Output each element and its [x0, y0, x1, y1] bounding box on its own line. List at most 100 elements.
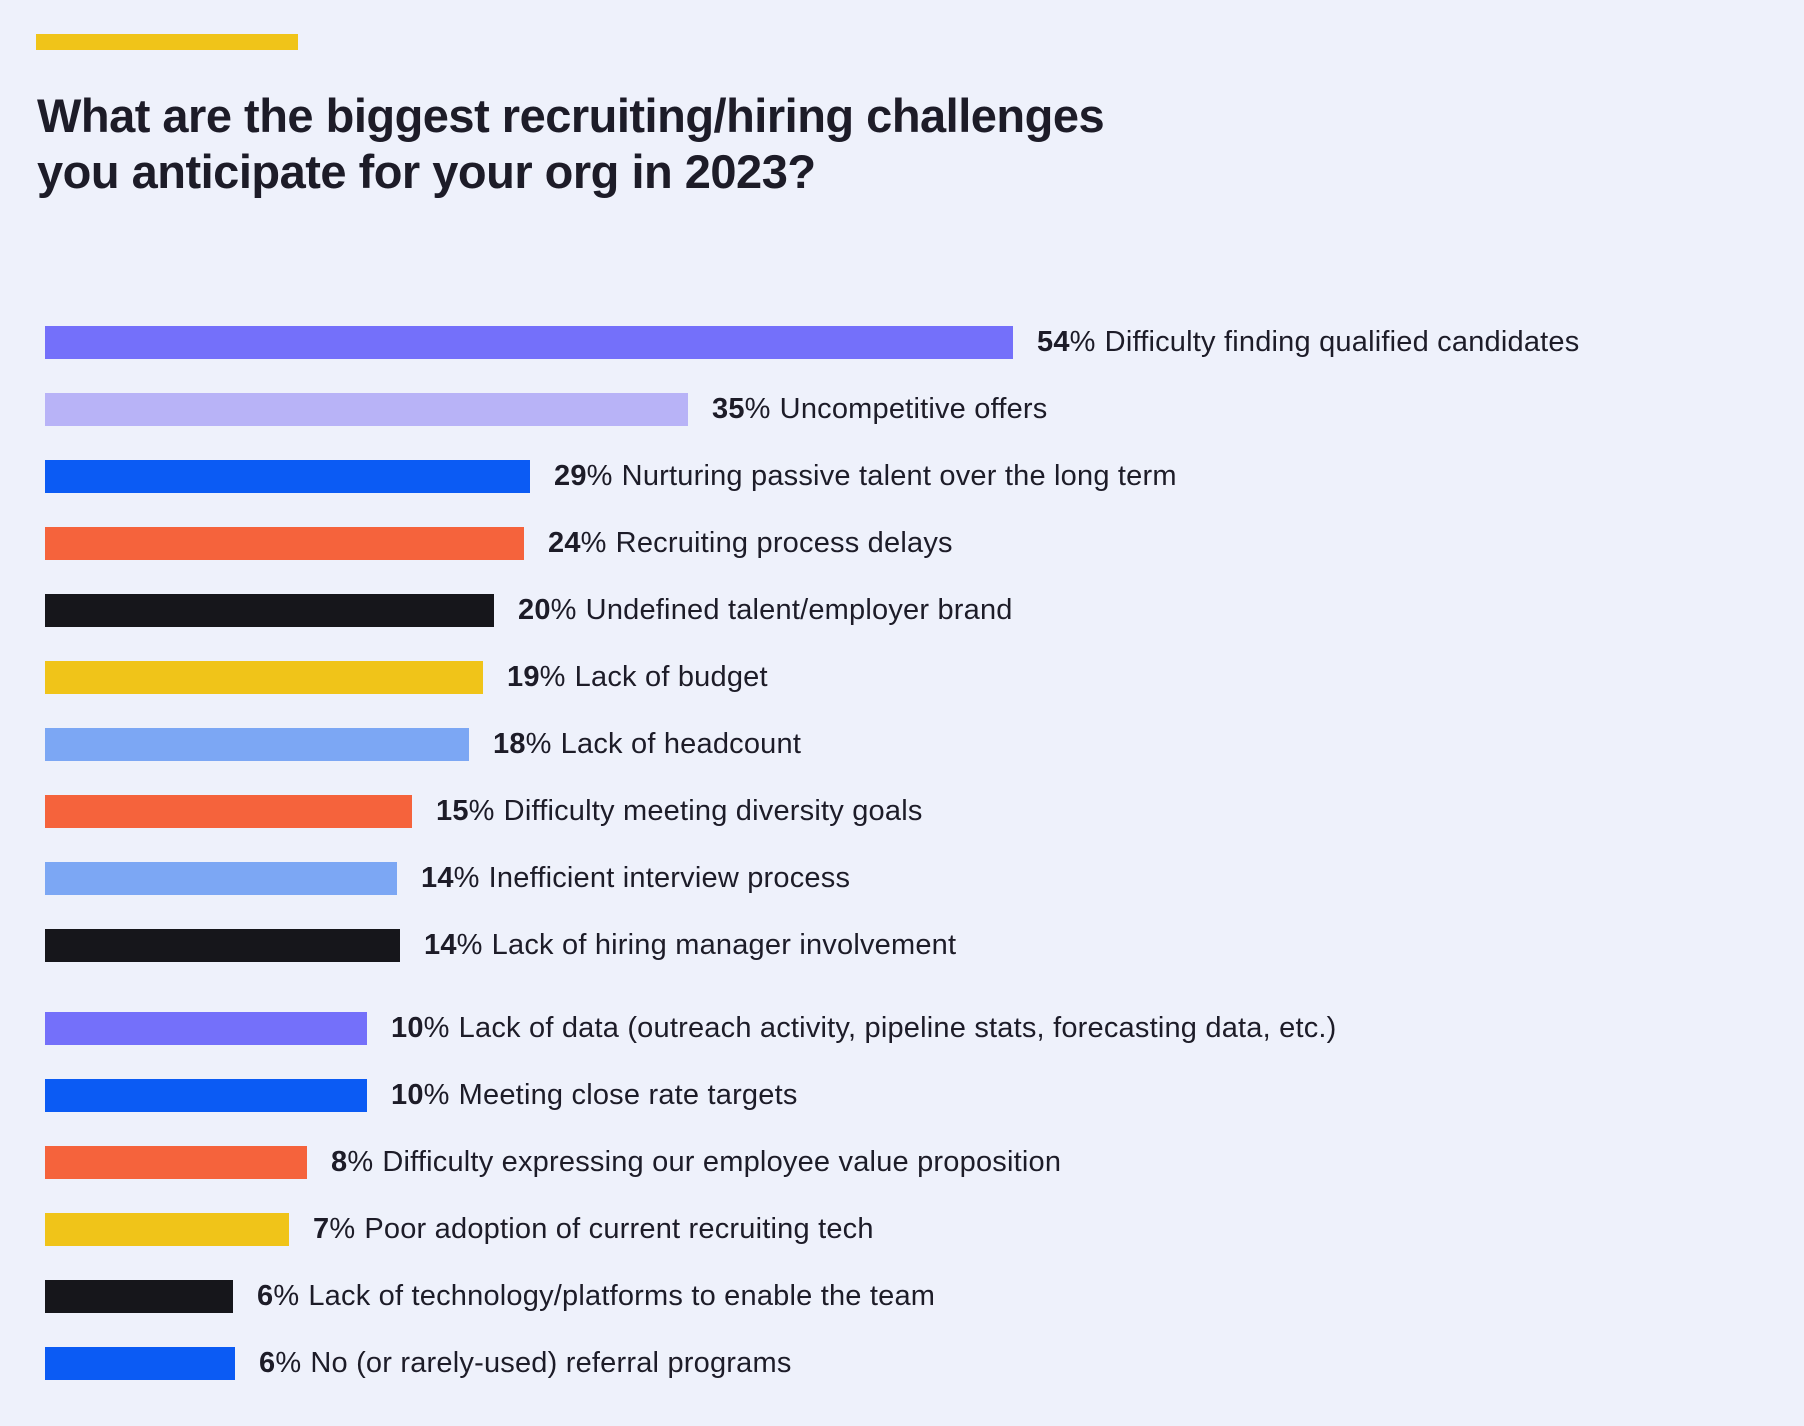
bar-value-suffix: % [1069, 326, 1096, 358]
bar-row: 14% Inefficient interview process [45, 862, 1804, 895]
bar-row: 24% Recruiting process delays [45, 527, 1804, 560]
bar-row: 19% Lack of budget [45, 661, 1804, 694]
bar [45, 1280, 233, 1313]
bar [45, 795, 412, 828]
bar-text: Inefficient interview process [488, 862, 851, 894]
bar-value: 20 [518, 594, 551, 626]
bar-value: 7 [313, 1213, 330, 1245]
bar-value-suffix: % [539, 661, 566, 693]
bar-text: Nurturing passive talent over the long t… [621, 460, 1177, 492]
bar-label: 19% Lack of budget [507, 661, 768, 694]
bar-row: 14% Lack of hiring manager involvement [45, 929, 1804, 962]
bar-value: 19 [507, 661, 540, 693]
bar-row: 6% No (or rarely-used) referral programs [45, 1347, 1804, 1380]
bar-value-suffix: % [550, 594, 577, 626]
bar-text: Undefined talent/employer brand [585, 594, 1013, 626]
bar-value-suffix: % [347, 1146, 374, 1178]
bar [45, 460, 530, 493]
bar-value: 10 [391, 1079, 424, 1111]
bar-value: 29 [554, 460, 587, 492]
bar-text: Difficulty meeting diversity goals [503, 795, 923, 827]
bar [45, 393, 688, 426]
bar-value-suffix: % [423, 1012, 450, 1044]
bar-text: Uncompetitive offers [779, 393, 1048, 425]
bar-row: 15% Difficulty meeting diversity goals [45, 795, 1804, 828]
bar-text: Lack of budget [574, 661, 768, 693]
bar-value-suffix: % [744, 393, 771, 425]
bar-label: 6% No (or rarely-used) referral programs [259, 1347, 792, 1380]
bar-value: 10 [391, 1012, 424, 1044]
bar [45, 929, 400, 962]
bar-value-suffix: % [275, 1347, 302, 1379]
chart-title-line2: you anticipate for your org in 2023? [37, 145, 816, 198]
bar-label: 20% Undefined talent/employer brand [518, 594, 1013, 627]
bar-text: No (or rarely-used) referral programs [310, 1347, 792, 1379]
bar-value-suffix: % [580, 527, 607, 559]
bar-label: 14% Inefficient interview process [421, 862, 850, 895]
bar-label: 6% Lack of technology/platforms to enable… [257, 1280, 935, 1313]
bar-text: Lack of technology/platforms to enable t… [308, 1280, 936, 1312]
bar-text: Meeting close rate targets [458, 1079, 798, 1111]
bar [45, 1146, 307, 1179]
bar-text: Lack of hiring manager involvement [491, 929, 957, 961]
bar-row: 18% Lack of headcount [45, 728, 1804, 761]
bar-value: 14 [424, 929, 457, 961]
bar [45, 661, 483, 694]
bar-value: 24 [548, 527, 581, 559]
bar-label: 10% Lack of data (outreach activity, pipe… [391, 1012, 1337, 1045]
bar [45, 862, 397, 895]
bar-row: 10% Lack of data (outreach activity, pipe… [45, 1012, 1804, 1045]
bar-row: 29% Nurturing passive talent over the lon… [45, 460, 1804, 493]
bar-label: 18% Lack of headcount [493, 728, 801, 761]
bar-value: 6 [259, 1347, 276, 1379]
bar-text: Poor adoption of current recruiting tech [364, 1213, 874, 1245]
bar [45, 594, 494, 627]
chart-title-line1: What are the biggest recruiting/hiring c… [37, 89, 1105, 142]
bar-label: 14% Lack of hiring manager involvement [424, 929, 956, 962]
bar-row: 20% Undefined talent/employer brand [45, 594, 1804, 627]
bar-value-suffix: % [456, 929, 483, 961]
bar-row: 10% Meeting close rate targets [45, 1079, 1804, 1112]
bar-label: 15% Difficulty meeting diversity goals [436, 795, 923, 828]
bar-label: 10% Meeting close rate targets [391, 1079, 798, 1112]
chart-title: What are the biggest recruiting/hiring c… [37, 88, 1105, 200]
bar-row: 6% Lack of technology/platforms to enable… [45, 1280, 1804, 1313]
bar-row: 54% Difficulty finding qualified candidat… [45, 326, 1804, 359]
bar-row: 7% Poor adoption of current recruiting te… [45, 1213, 1804, 1246]
bar-label: 7% Poor adoption of current recruiting te… [313, 1213, 874, 1246]
bar [45, 1213, 289, 1246]
bar-value: 18 [493, 728, 526, 760]
bar-text: Recruiting process delays [615, 527, 953, 559]
bar-label: 54% Difficulty finding qualified candidat… [1037, 326, 1579, 359]
bar [45, 1012, 367, 1045]
bar-value: 54 [1037, 326, 1070, 358]
bar-row: 8% Difficulty expressing our employee val… [45, 1146, 1804, 1179]
accent-bar [36, 34, 298, 50]
bar [45, 1079, 367, 1112]
bar-value-suffix: % [453, 862, 480, 894]
bar-label: 24% Recruiting process delays [548, 527, 953, 560]
bar-value-suffix: % [329, 1213, 356, 1245]
bar-value: 6 [257, 1280, 274, 1312]
bar-chart: 54% Difficulty finding qualified candidat… [45, 326, 1804, 1414]
bar-label: 35% Uncompetitive offers [712, 393, 1047, 426]
bar-value-suffix: % [423, 1079, 450, 1111]
bar-label: 8% Difficulty expressing our employee val… [331, 1146, 1061, 1179]
bar [45, 326, 1013, 359]
bar-value: 35 [712, 393, 745, 425]
bar-text: Lack of headcount [560, 728, 802, 760]
bar-row: 35% Uncompetitive offers [45, 393, 1804, 426]
bar-text: Difficulty expressing our employee value… [382, 1146, 1062, 1178]
bar [45, 728, 469, 761]
bar-text: Difficulty finding qualified candidates [1104, 326, 1580, 358]
bar-value-suffix: % [586, 460, 613, 492]
bar-value: 15 [436, 795, 469, 827]
bar-value-suffix: % [525, 728, 552, 760]
bar [45, 527, 524, 560]
bar-value-suffix: % [468, 795, 495, 827]
bar-text: Lack of data (outreach activity, pipelin… [458, 1012, 1337, 1044]
bar-value: 8 [331, 1146, 348, 1178]
bar-label: 29% Nurturing passive talent over the lon… [554, 460, 1177, 493]
bar [45, 1347, 235, 1380]
